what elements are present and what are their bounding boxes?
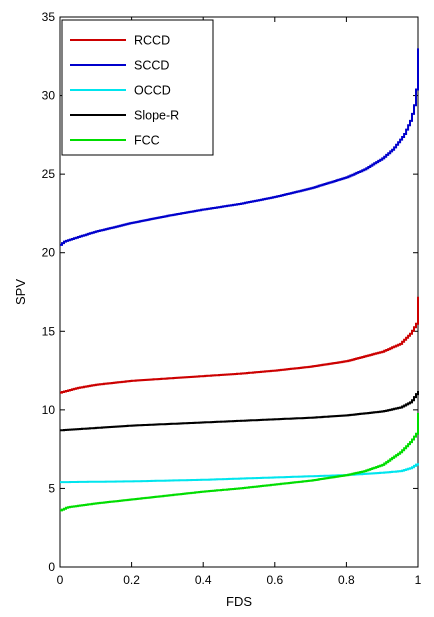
x-tick-label: 0	[57, 573, 64, 587]
legend-label: SCCD	[134, 59, 169, 73]
y-tick-label: 5	[48, 481, 55, 495]
series-lines	[60, 48, 419, 512]
series-line-rccd	[60, 296, 419, 394]
legend-label: FCC	[134, 134, 160, 148]
legend-label: Slope-R	[134, 109, 179, 123]
x-tick-label: 0.6	[266, 573, 283, 587]
series-line-slope-r	[60, 391, 419, 432]
legend-label: RCCD	[134, 34, 170, 48]
y-axis-label: SPV	[13, 279, 28, 305]
x-tick-label: 1	[415, 573, 422, 587]
y-tick-label: 0	[48, 560, 55, 574]
x-tick-label: 0.8	[338, 573, 355, 587]
x-tick-label: 0.4	[195, 573, 212, 587]
y-tick-label: 30	[42, 89, 56, 103]
y-tick-label: 15	[42, 324, 56, 338]
y-tick-label: 10	[42, 403, 56, 417]
y-tick-label: 20	[42, 246, 56, 260]
x-tick-label: 0.2	[123, 573, 140, 587]
series-line-fcc	[60, 413, 419, 512]
legend-label: OCCD	[134, 84, 171, 98]
series-line-sccd	[60, 48, 419, 246]
legend: RCCD SCCD OCCD Slope-R FCC	[61, 19, 214, 156]
y-tick-label: 25	[42, 167, 56, 181]
legend-box	[61, 19, 214, 156]
y-tick-label: 35	[42, 10, 56, 24]
x-axis-label: FDS	[226, 594, 252, 609]
series-line-occd	[60, 463, 419, 484]
